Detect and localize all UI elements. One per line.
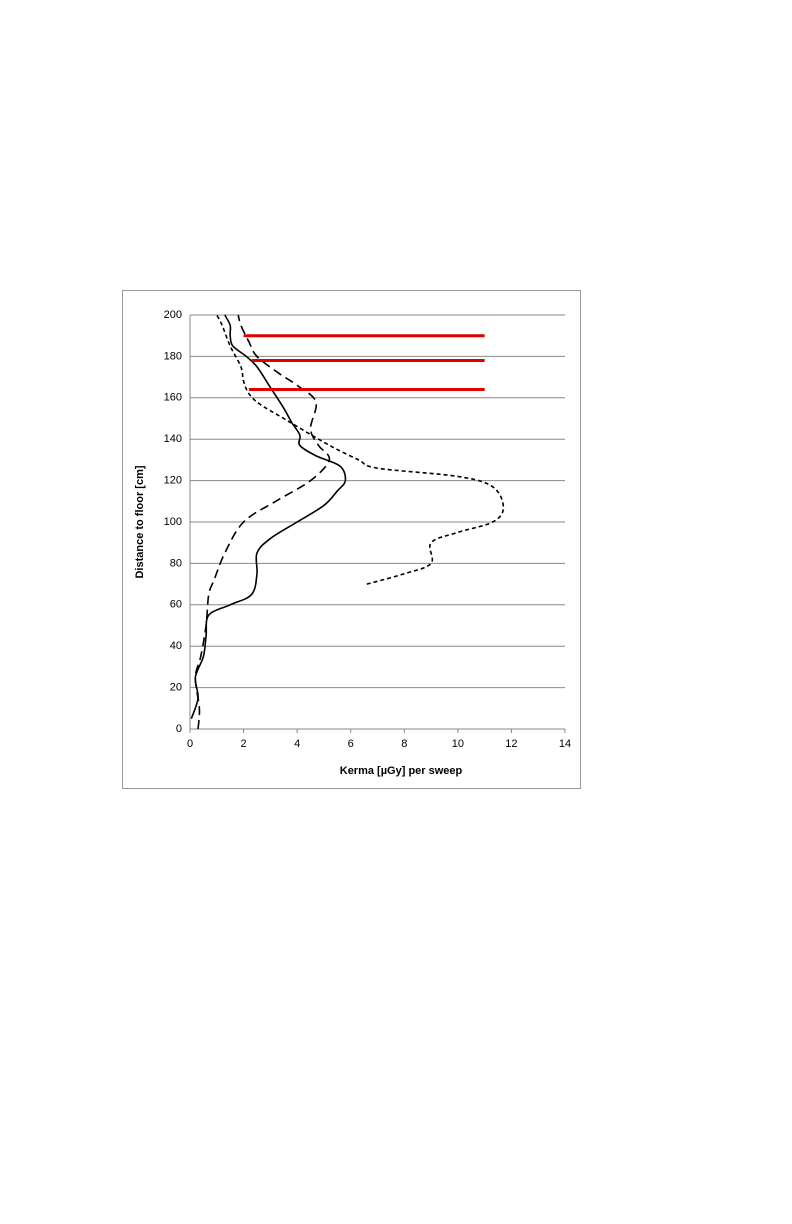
x-tick-label: 2 bbox=[241, 738, 247, 750]
data-line bbox=[216, 314, 505, 585]
y-tick-label: 140 bbox=[164, 433, 182, 445]
y-tick-label: 200 bbox=[164, 309, 182, 321]
y-tick-label: 180 bbox=[164, 350, 182, 362]
x-tick-label: 10 bbox=[452, 738, 464, 750]
y-tick-label: 20 bbox=[170, 682, 182, 694]
y-tick-label: 120 bbox=[164, 475, 182, 487]
data-line bbox=[194, 314, 331, 730]
y-tick-label: 160 bbox=[164, 392, 182, 404]
y-tick-label: 40 bbox=[170, 640, 182, 652]
x-axis-title: Kerma [µGy] per sweep bbox=[340, 765, 463, 777]
y-tick-label: 0 bbox=[176, 723, 182, 735]
x-tick-label: 6 bbox=[348, 738, 354, 750]
x-tick-label: 12 bbox=[505, 738, 517, 750]
x-tick-label: 4 bbox=[294, 738, 300, 750]
chart-frame bbox=[122, 290, 581, 789]
y-tick-label: 100 bbox=[164, 516, 182, 528]
y-tick-label: 80 bbox=[170, 557, 182, 569]
x-tick-label: 8 bbox=[401, 738, 407, 750]
y-axis-title: Distance to floor [cm] bbox=[134, 465, 146, 578]
y-tick-label: 60 bbox=[170, 599, 182, 611]
x-tick-label: 0 bbox=[187, 738, 193, 750]
x-tick-label: 14 bbox=[559, 738, 571, 750]
